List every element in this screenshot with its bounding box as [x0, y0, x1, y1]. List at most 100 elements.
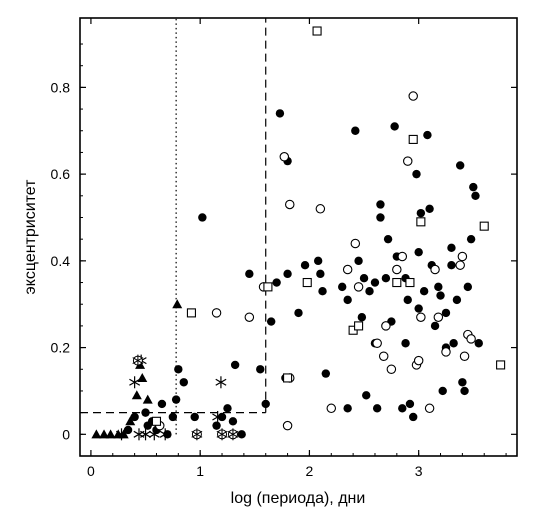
- triangle-point: [105, 429, 116, 439]
- open-circle-point: [466, 334, 476, 344]
- filled-circle-point: [294, 308, 303, 318]
- filled-circle-point: [163, 430, 172, 439]
- open-square-point: [479, 221, 489, 231]
- open-circle-point: [397, 251, 408, 262]
- filled-circle-point: [372, 404, 382, 413]
- filled-circle-point: [458, 378, 467, 387]
- filled-circle-point: [419, 287, 429, 296]
- filled-circle-point: [228, 417, 238, 426]
- filled-circle-point: [313, 256, 323, 266]
- filled-circle-point: [230, 360, 240, 370]
- filled-circle-point: [452, 295, 462, 305]
- open-circle-point: [457, 251, 468, 262]
- filled-circle-point: [300, 260, 310, 270]
- open-square-point: [283, 373, 293, 383]
- filled-circle-point: [157, 399, 167, 409]
- open-square-point: [312, 26, 322, 36]
- open-circle-point: [211, 308, 222, 318]
- filled-circle-point: [275, 109, 285, 118]
- filled-circle-point: [283, 269, 292, 279]
- open-circle-point: [455, 260, 465, 270]
- y-tick-label: 0.2: [51, 340, 71, 356]
- filled-circle-point: [409, 412, 418, 422]
- filled-circle-point: [316, 269, 325, 279]
- x-axis-label: log (периода), дни: [231, 490, 366, 507]
- filled-circle-point: [455, 161, 465, 170]
- asterisk-point: [129, 376, 141, 389]
- filled-circle-point: [434, 282, 443, 292]
- y-axis-label: эксцентриситет: [22, 179, 39, 295]
- filled-circle-point: [414, 247, 423, 257]
- y-tick-label: 0.4: [51, 253, 71, 269]
- filled-circle-point: [381, 273, 391, 283]
- x-tick-label: 1: [196, 463, 204, 479]
- filled-circle-point: [365, 287, 374, 296]
- filled-circle-point: [466, 234, 476, 244]
- open-square-point: [392, 277, 402, 288]
- triangle-point: [172, 299, 183, 309]
- filled-circle-point: [141, 408, 150, 417]
- open-circle-point: [408, 91, 418, 101]
- open-circle-point: [381, 321, 391, 331]
- open-square-point: [354, 321, 364, 331]
- filled-circle-point: [370, 278, 380, 287]
- triangle-point: [137, 372, 148, 382]
- filled-circle-point: [412, 169, 421, 179]
- filled-circle-point: [460, 386, 469, 396]
- open-square-point: [302, 277, 312, 288]
- open-circle-point: [315, 204, 326, 214]
- filled-circle-point: [321, 369, 331, 378]
- asterisk-point: [140, 428, 152, 441]
- filled-circle-point: [438, 386, 447, 396]
- open-circle-point: [386, 364, 397, 375]
- open-circle-point: [378, 351, 389, 362]
- open-circle-point: [459, 351, 470, 362]
- open-circle-point: [430, 264, 440, 275]
- open-square-point: [263, 282, 273, 292]
- open-circle-point: [372, 338, 382, 348]
- reference-lines: [80, 18, 267, 435]
- open-circle-point: [285, 199, 295, 210]
- open-square-point: [408, 134, 418, 144]
- filled-circle-point: [123, 425, 133, 435]
- filled-circle-point: [405, 399, 415, 409]
- open-circle-point: [244, 312, 255, 322]
- filled-circle-point: [171, 395, 181, 404]
- triangle-point: [91, 429, 102, 439]
- filled-circle-point: [351, 126, 360, 135]
- open-square-point: [416, 217, 426, 227]
- open-circle-point: [402, 156, 413, 166]
- asterisk-point: [133, 428, 145, 441]
- asterisk-point: [215, 376, 227, 389]
- filled-circle-point: [343, 295, 352, 305]
- filled-circle-point: [237, 430, 246, 439]
- filled-circle-point: [449, 339, 458, 348]
- open-circle-point: [353, 282, 364, 292]
- y-tick-label: 0.8: [51, 79, 71, 95]
- filled-circle-point: [436, 291, 445, 300]
- filled-circle-point: [376, 213, 385, 222]
- filled-circle-point: [272, 278, 281, 287]
- open-circle-point: [441, 347, 451, 357]
- open-circle-point: [350, 238, 361, 249]
- filled-circle-point: [398, 404, 407, 413]
- filled-circle-point: [223, 404, 232, 413]
- open-square-point: [186, 308, 196, 318]
- triangle-point: [99, 429, 110, 439]
- star-circle-point: [216, 428, 228, 441]
- open-circle-point: [413, 355, 424, 366]
- filled-circle-point: [414, 304, 423, 313]
- triangle-point: [131, 390, 142, 400]
- data-points: [91, 26, 506, 441]
- filled-circle-point: [179, 378, 188, 387]
- filled-circle-point: [447, 260, 456, 270]
- filled-circle-point: [212, 421, 221, 430]
- open-circle-point: [282, 420, 293, 431]
- filled-circle-point: [318, 287, 327, 296]
- filled-circle-point: [416, 208, 426, 218]
- y-tick-label: 0.6: [51, 166, 71, 182]
- filled-circle-point: [338, 282, 347, 292]
- filled-circle-point: [357, 313, 367, 322]
- filled-circle-point: [174, 365, 183, 374]
